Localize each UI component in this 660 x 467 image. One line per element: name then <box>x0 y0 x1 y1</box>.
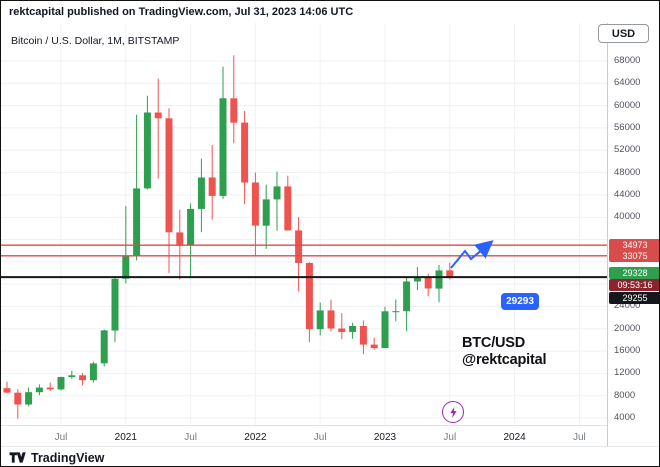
candle-body <box>165 118 173 233</box>
lightning-bolt-icon <box>442 401 464 423</box>
price-axis-badge: 09:53:16 <box>609 279 659 292</box>
candle-body <box>251 182 259 226</box>
price-axis[interactable]: 68000 64000 60000 56000 52000 48000 44000 40000… <box>607 23 659 446</box>
time-tick-label: 2023 <box>373 432 397 443</box>
drawing-price-label: 29293 <box>501 293 539 310</box>
candle-body <box>273 186 281 200</box>
candle-body <box>305 263 313 330</box>
time-tick-label: Jul <box>443 432 457 443</box>
time-tick-label: Jul <box>184 432 197 443</box>
price-axis-badge: 34973 <box>609 239 659 252</box>
candle-body <box>79 375 87 381</box>
candle-body <box>284 186 292 231</box>
candle-body <box>3 388 11 393</box>
price-axis-badge: 29328 <box>609 266 659 279</box>
chart-region: Bitcoin / U.S. Dollar, 1M, BITSTAMP USD … <box>1 23 659 446</box>
candle-body <box>381 311 389 348</box>
price-tick-label: 52000 <box>614 144 641 156</box>
candle-body <box>359 326 367 345</box>
candle-body <box>435 270 443 289</box>
candle-body <box>197 177 205 209</box>
candle-body <box>230 98 238 123</box>
annotation-line-2: @rektcapital <box>462 352 547 368</box>
candle-body <box>25 392 33 405</box>
footer-bar: TradingView <box>1 446 659 466</box>
time-tick-label: 2021 <box>114 432 137 443</box>
time-tick-label: 2024 <box>503 432 526 443</box>
price-tick-label: 8000 <box>614 389 636 401</box>
candle-body <box>68 375 76 377</box>
publish-caption: rektcapital published on TradingView.com… <box>1 1 659 23</box>
tradingview-wordmark[interactable]: TradingView <box>31 450 105 465</box>
price-tick-label: 40000 <box>614 211 641 223</box>
time-tick-label: 2022 <box>244 432 267 443</box>
candle-body <box>89 363 97 381</box>
price-tick-label: 64000 <box>614 77 641 89</box>
candle-body <box>349 326 357 332</box>
lightning-bolt-glyph <box>449 406 457 418</box>
candle-body <box>446 270 454 277</box>
candle-body <box>219 98 227 196</box>
time-tick-label: Jul <box>54 432 68 443</box>
symbol-title: Bitcoin / U.S. Dollar, 1M, BITSTAMP <box>11 35 180 47</box>
candle-body <box>262 199 270 226</box>
candle-body <box>295 230 303 263</box>
price-tick-label: 12000 <box>614 367 641 379</box>
candle-body <box>46 387 54 390</box>
price-axis-badge: 29255 <box>609 291 659 304</box>
price-tick-label: 16000 <box>614 345 641 357</box>
candle-body <box>241 122 249 183</box>
price-axis-badge: 33075 <box>609 249 659 262</box>
price-tick-label: 4000 <box>614 412 636 423</box>
time-tick-label: Jul <box>313 432 327 443</box>
candle-body <box>176 232 184 245</box>
candle-body <box>392 311 400 313</box>
trend-arrow-drawing <box>450 240 494 269</box>
price-chart-canvas[interactable] <box>1 23 607 425</box>
time-tick-label: Jul <box>572 432 586 443</box>
candle-body <box>327 310 335 329</box>
tradingview-logo-icon <box>9 452 26 463</box>
candle-body <box>57 377 65 390</box>
candle-body <box>370 344 378 349</box>
chart-annotation-text: BTC/USD @rektcapital <box>462 335 546 369</box>
candle-body <box>154 112 162 119</box>
candle-body <box>208 177 216 196</box>
candle-body <box>403 281 411 312</box>
candle-body <box>100 330 108 364</box>
price-tick-label: 48000 <box>614 166 641 178</box>
candle-body <box>133 188 141 256</box>
price-tick-label: 24000 <box>614 300 641 312</box>
currency-toggle-button[interactable]: USD <box>598 24 649 43</box>
candle-body <box>122 255 130 279</box>
candle-body <box>14 392 22 405</box>
candle-body <box>35 387 43 393</box>
candle-body <box>187 208 195 245</box>
candle-body <box>316 310 324 330</box>
price-tick-label: 60000 <box>614 99 641 111</box>
annotation-line-1: BTC/USD <box>462 335 526 351</box>
time-axis[interactable]: Jul 2021 Jul 2022 Jul 2023 Jul 2024 Jul <box>1 425 607 446</box>
candle-body <box>143 112 151 189</box>
candle-body <box>424 277 432 289</box>
candle-body <box>413 277 421 282</box>
price-tick-label: 20000 <box>614 322 641 334</box>
price-tick-label: 56000 <box>614 121 641 133</box>
candle-body <box>338 328 346 332</box>
candle-body <box>111 278 119 331</box>
price-tick-label: 68000 <box>614 55 641 66</box>
price-tick-label: 44000 <box>614 188 641 200</box>
